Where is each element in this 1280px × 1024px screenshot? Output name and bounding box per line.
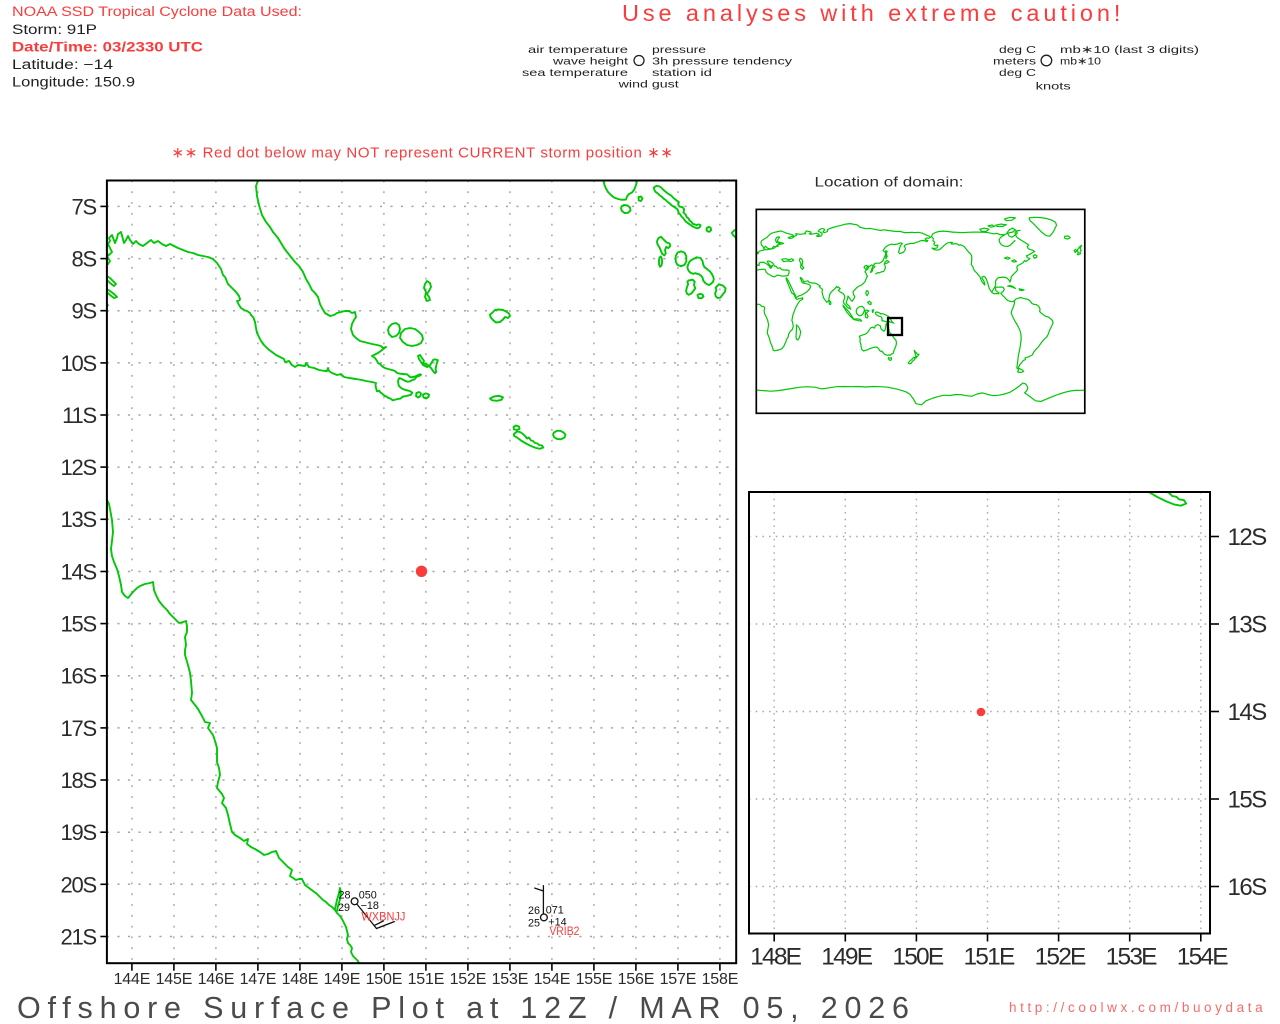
svg-text:knots: knots bbox=[1036, 82, 1071, 93]
svg-text:152E: 152E bbox=[1035, 944, 1086, 971]
svg-text:deg C: deg C bbox=[999, 68, 1037, 79]
svg-text:17S: 17S bbox=[60, 716, 96, 741]
svg-text:154E: 154E bbox=[534, 971, 571, 988]
svg-text:10S: 10S bbox=[60, 351, 96, 376]
svg-text:pressure: pressure bbox=[652, 45, 706, 56]
svg-text:153E: 153E bbox=[1106, 944, 1157, 971]
svg-text:12S: 12S bbox=[1228, 524, 1267, 551]
svg-text:19S: 19S bbox=[60, 820, 96, 845]
svg-text:20S: 20S bbox=[60, 872, 96, 897]
svg-text:146E: 146E bbox=[198, 971, 235, 988]
svg-text:156E: 156E bbox=[618, 971, 655, 988]
svg-text:16S: 16S bbox=[60, 664, 96, 689]
svg-text:29: 29 bbox=[338, 902, 350, 914]
svg-text:28: 28 bbox=[338, 890, 350, 902]
svg-text:151E: 151E bbox=[963, 944, 1014, 971]
svg-text:Location of domain:: Location of domain: bbox=[815, 175, 964, 190]
svg-text:071: 071 bbox=[546, 905, 564, 917]
svg-text:+14: +14 bbox=[548, 917, 566, 929]
svg-text:148E: 148E bbox=[750, 944, 801, 971]
svg-text:Date/Time: 03/2330 UTC: Date/Time: 03/2330 UTC bbox=[12, 40, 203, 55]
svg-text:sea temperature: sea temperature bbox=[522, 68, 628, 79]
svg-text:26: 26 bbox=[528, 905, 540, 917]
svg-text:wind gust: wind gust bbox=[617, 80, 679, 91]
svg-text:25: 25 bbox=[528, 917, 540, 929]
svg-text:149E: 149E bbox=[821, 944, 872, 971]
svg-text:14S: 14S bbox=[60, 559, 96, 584]
svg-text:149E: 149E bbox=[324, 971, 361, 988]
svg-text:148E: 148E bbox=[282, 971, 319, 988]
svg-text:158E: 158E bbox=[702, 971, 739, 988]
svg-text:∗∗ Red dot below may NOT repre: ∗∗ Red dot below may NOT represent CURRE… bbox=[172, 145, 674, 162]
svg-text:8S: 8S bbox=[71, 246, 96, 271]
svg-text:13S: 13S bbox=[60, 507, 96, 532]
svg-text:station id: station id bbox=[652, 68, 712, 79]
svg-text:050: 050 bbox=[359, 890, 377, 902]
svg-text:18S: 18S bbox=[60, 768, 96, 793]
svg-text:21S: 21S bbox=[60, 924, 96, 949]
svg-text:WXBNJJ: WXBNJJ bbox=[361, 912, 405, 924]
svg-text:12S: 12S bbox=[60, 455, 96, 480]
svg-text:14S: 14S bbox=[1228, 699, 1267, 726]
svg-text:meters: meters bbox=[993, 57, 1036, 68]
svg-text:Longitude: 150.9: Longitude: 150.9 bbox=[12, 75, 135, 90]
svg-text:VRIB2: VRIB2 bbox=[549, 926, 579, 938]
svg-text:Storm: 91P: Storm: 91P bbox=[12, 22, 97, 37]
svg-text:151E: 151E bbox=[408, 971, 445, 988]
svg-text:16S: 16S bbox=[1228, 874, 1267, 901]
svg-text:9S: 9S bbox=[71, 299, 96, 324]
svg-text:150E: 150E bbox=[366, 971, 403, 988]
svg-text:NOAA SSD Tropical Cyclone Data: NOAA SSD Tropical Cyclone Data Used: bbox=[12, 4, 302, 19]
svg-text:Use analyses with extreme caut: Use analyses with extreme caution! bbox=[622, 0, 1124, 26]
svg-text:wave height: wave height bbox=[552, 57, 629, 68]
svg-text:157E: 157E bbox=[660, 971, 697, 988]
svg-text:15S: 15S bbox=[1228, 787, 1267, 814]
svg-text:150E: 150E bbox=[892, 944, 943, 971]
svg-text:mb∗10: mb∗10 bbox=[1060, 57, 1101, 68]
svg-text:−18: −18 bbox=[361, 900, 379, 912]
svg-text:145E: 145E bbox=[156, 971, 193, 988]
svg-text:153E: 153E bbox=[492, 971, 529, 988]
svg-text:15S: 15S bbox=[60, 612, 96, 637]
svg-text:152E: 152E bbox=[450, 971, 487, 988]
svg-text:13S: 13S bbox=[1228, 612, 1267, 639]
svg-text:3h pressure tendency: 3h pressure tendency bbox=[652, 57, 793, 68]
svg-text:http://coolwx.com/buoydata: http://coolwx.com/buoydata bbox=[1009, 1000, 1266, 1015]
svg-text:155E: 155E bbox=[576, 971, 613, 988]
svg-text:Offshore Surface Plot at 12Z /: Offshore Surface Plot at 12Z / MAR 05, 2… bbox=[17, 991, 916, 1024]
svg-text:144E: 144E bbox=[114, 971, 151, 988]
svg-text:Latitude: −14: Latitude: −14 bbox=[12, 57, 114, 72]
svg-text:air temperature: air temperature bbox=[528, 45, 628, 56]
svg-text:deg C: deg C bbox=[999, 45, 1037, 56]
svg-text:147E: 147E bbox=[240, 971, 277, 988]
svg-text:7S: 7S bbox=[71, 194, 96, 219]
svg-text:11S: 11S bbox=[62, 403, 96, 428]
svg-text:mb∗10 (last 3 digits): mb∗10 (last 3 digits) bbox=[1060, 45, 1199, 56]
svg-text:154E: 154E bbox=[1177, 944, 1228, 971]
